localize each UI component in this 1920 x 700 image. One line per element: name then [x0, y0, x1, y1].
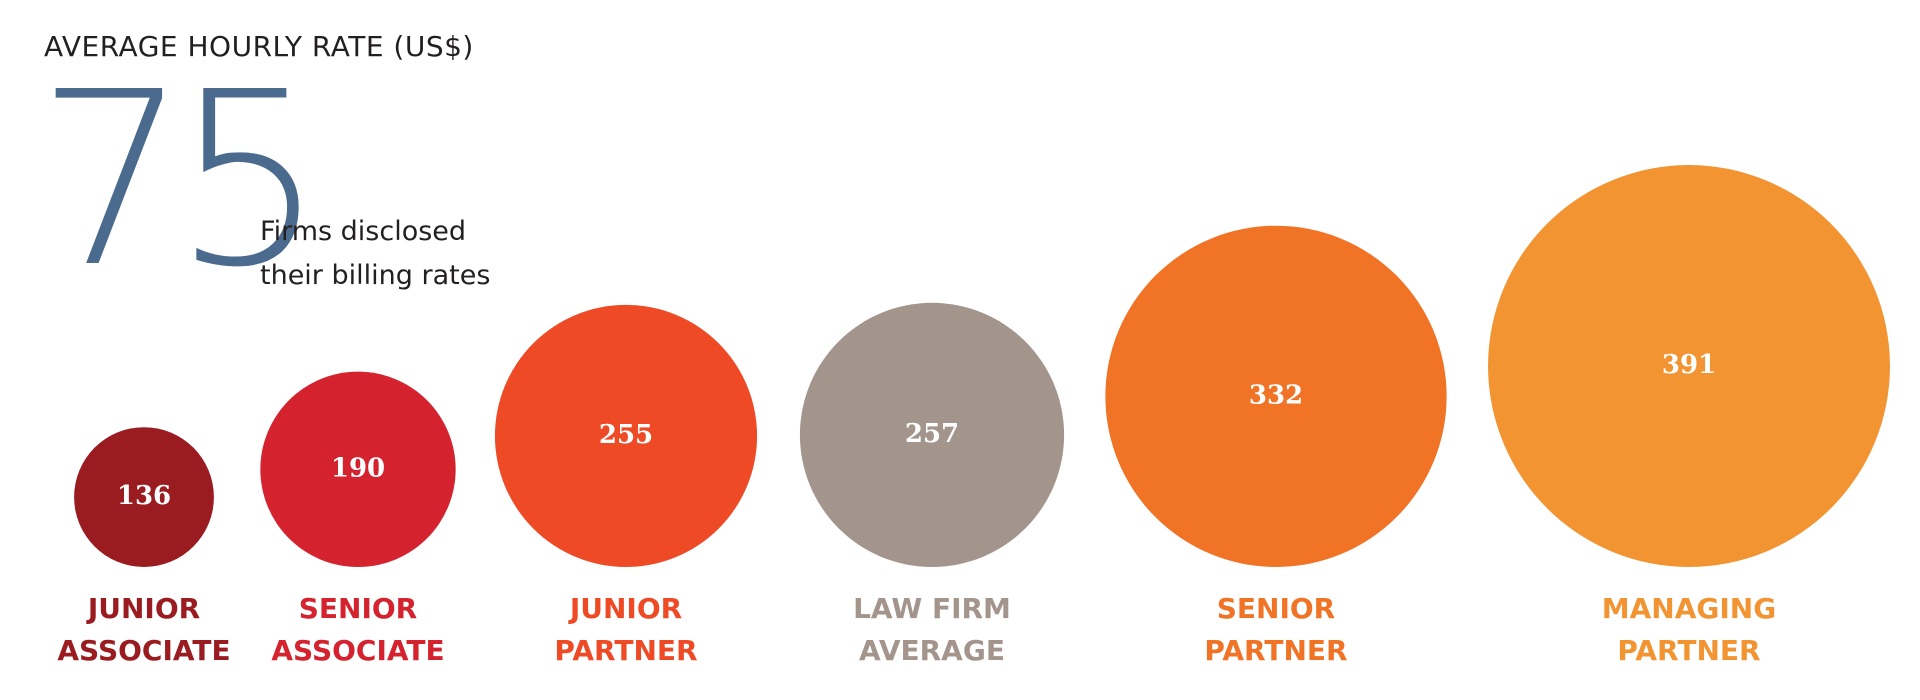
category-label: SENIOR PARTNER: [1204, 592, 1348, 667]
category-label: LAW FIRM AVERAGE: [853, 592, 1011, 667]
bubble: [494, 304, 758, 567]
bubble: [260, 371, 456, 567]
bubble: [799, 302, 1065, 567]
highlight-number: 75: [36, 40, 325, 320]
highlight-text: Firms disclosed their billing rates: [260, 216, 491, 291]
bubble: [1488, 165, 1890, 567]
value-label: 190: [331, 453, 385, 483]
value-label: 257: [905, 419, 959, 449]
category-label: JUNIOR PARTNER: [554, 592, 698, 667]
value-label: 136: [117, 481, 171, 511]
bubble: [74, 427, 214, 567]
value-label: 255: [599, 420, 653, 450]
value-label: 332: [1249, 380, 1303, 410]
value-label: 391: [1662, 350, 1716, 380]
category-label: SENIOR ASSOCIATE: [271, 592, 445, 667]
bubble: [1105, 225, 1447, 568]
chart-title: AVERAGE HOURLY RATE (US$): [44, 30, 474, 63]
category-label: JUNIOR ASSOCIATE: [57, 592, 231, 667]
category-label: MANAGING PARTNER: [1601, 592, 1777, 667]
